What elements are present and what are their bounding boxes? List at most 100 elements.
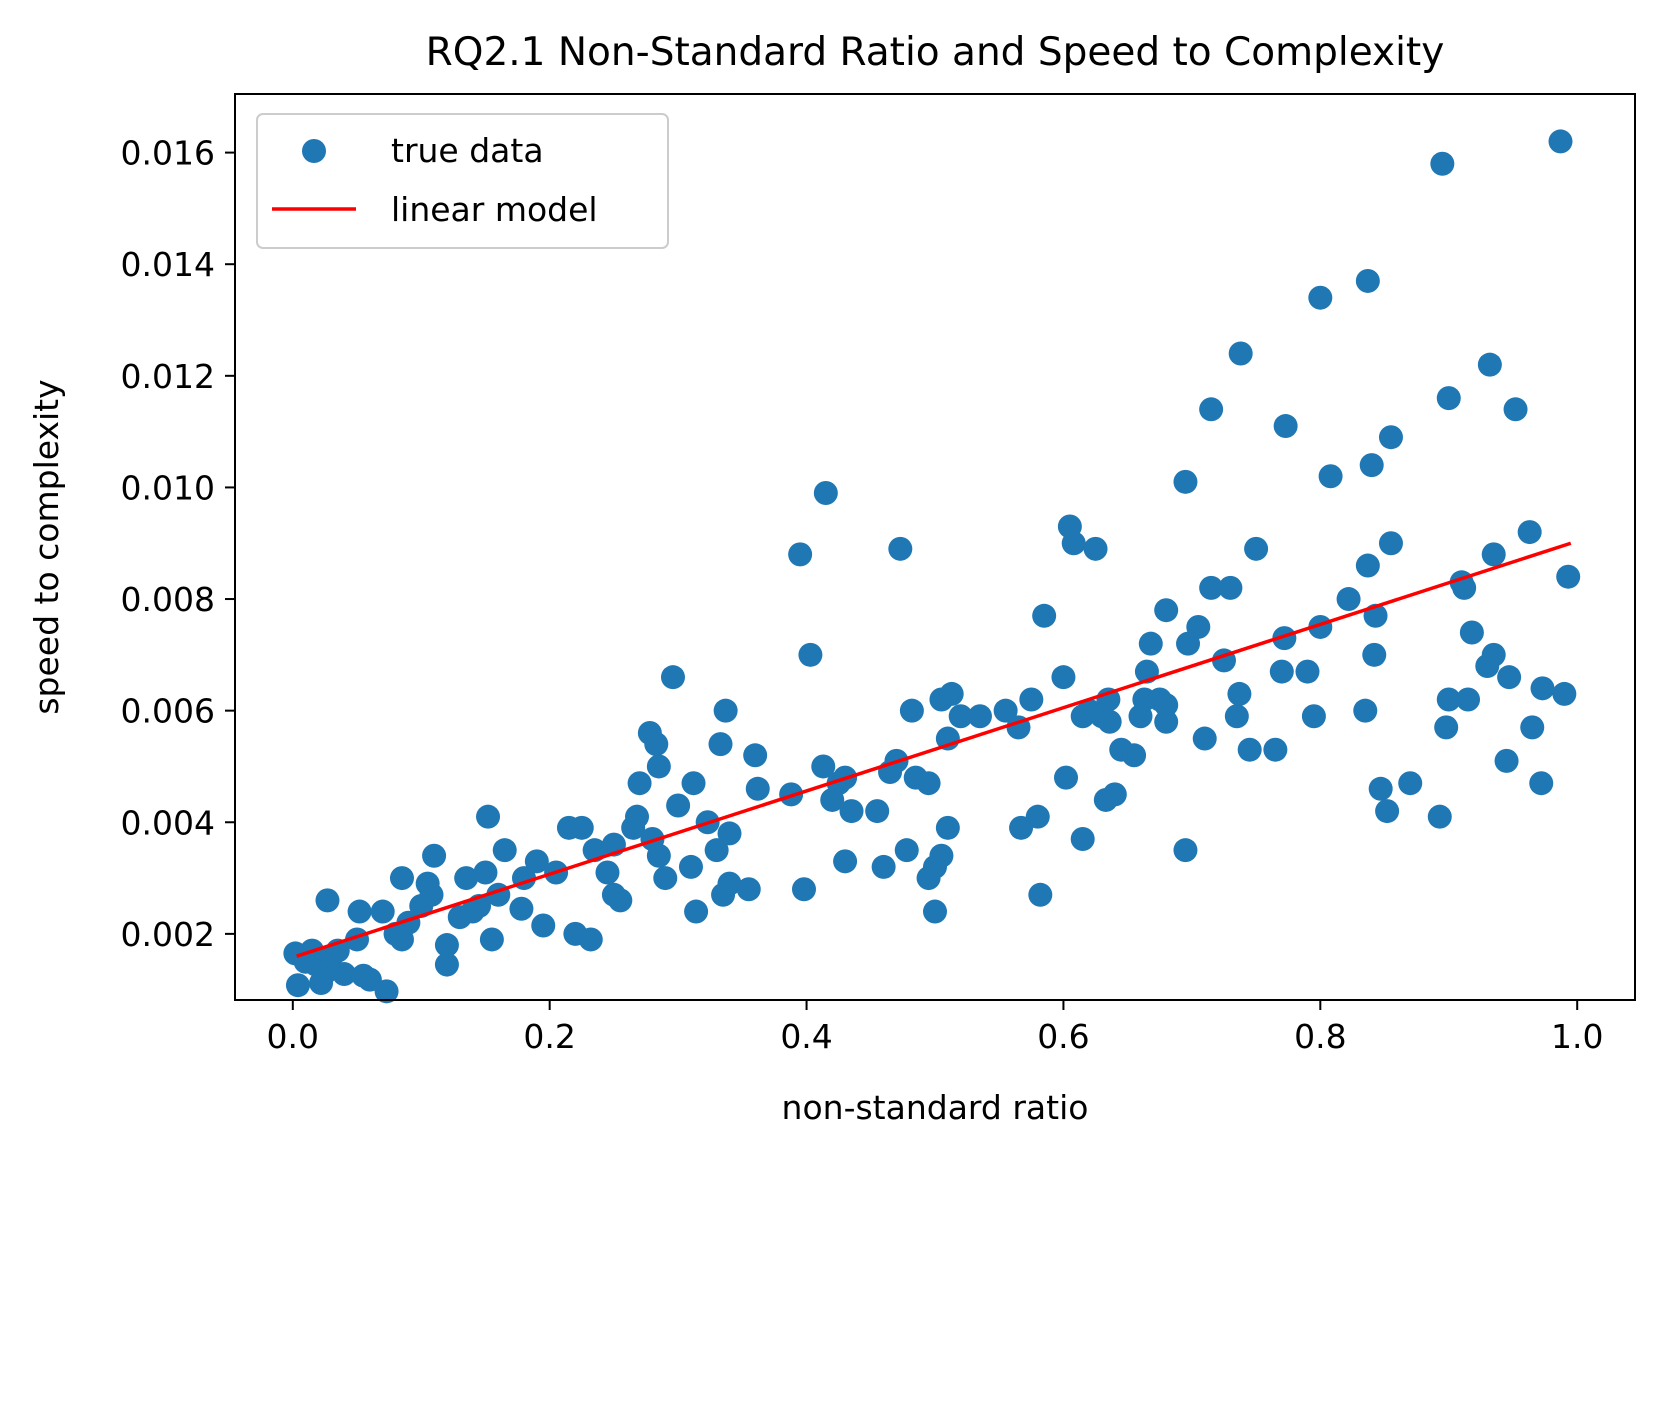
data-point-145 [1228,341,1253,366]
data-point-90 [894,838,919,863]
data-point-71 [736,877,761,902]
legend-label-true-data: true data [391,131,544,170]
data-point-97 [929,843,954,868]
data-point-82 [833,849,858,874]
data-point-51 [625,804,650,829]
data-point-109 [1028,882,1053,907]
data-point-171 [1434,715,1459,740]
data-point-44 [578,927,603,952]
data-point-56 [646,754,671,779]
data-point-112 [1054,765,1079,790]
data-point-65 [704,838,729,863]
data-point-161 [1359,453,1384,478]
data-point-103 [967,704,992,729]
y-tick-label-2: 0.006 [121,692,215,731]
data-point-43 [569,815,594,840]
data-point-162 [1362,642,1387,667]
y-tick-label-7: 0.016 [121,134,215,173]
data-point-46 [595,860,620,885]
data-point-28 [454,866,479,891]
data-point-144 [1227,681,1252,706]
data-point-169 [1427,804,1452,829]
data-point-137 [1186,614,1211,639]
data-point-151 [1273,414,1298,439]
data-point-190 [1552,681,1577,706]
x-tick-label-2: 0.4 [780,1017,832,1056]
data-point-182 [1494,748,1519,773]
data-point-86 [871,854,896,879]
data-point-61 [678,854,703,879]
data-point-176 [1456,687,1481,712]
data-point-142 [1218,575,1243,600]
data-point-52 [627,771,652,796]
data-point-36 [509,896,534,921]
data-point-122 [1097,709,1122,734]
x-tick-label-3: 0.6 [1037,1017,1089,1056]
data-point-100 [935,815,960,840]
x-axis-label: non-standard ratio [782,1088,1089,1127]
data-point-23 [419,882,444,907]
data-point-32 [476,804,501,829]
y-tick-label-6: 0.014 [121,245,215,284]
chart-title: RQ2.1 Non-Standard Ratio and Speed to Co… [426,30,1445,75]
data-point-184 [1503,397,1528,422]
y-tick-label-0: 0.002 [121,915,215,954]
data-point-91 [899,698,924,723]
y-axis-label: speed to complexity [27,379,66,714]
data-point-189 [1548,129,1573,154]
data-point-134 [1173,838,1198,863]
data-point-191 [1556,564,1581,589]
data-point-180 [1481,642,1506,667]
data-point-172 [1436,386,1461,411]
data-point-68 [713,698,738,723]
data-point-135 [1173,469,1198,494]
data-point-166 [1378,425,1403,450]
data-point-149 [1269,659,1294,684]
data-point-66 [708,732,733,757]
data-point-55 [644,732,669,757]
data-point-138 [1192,726,1217,751]
legend: true data linear model [256,113,669,249]
data-point-129 [1138,631,1163,656]
data-point-16 [374,979,399,1004]
data-point-19 [389,866,414,891]
data-point-14 [357,967,382,992]
data-point-146 [1237,737,1262,762]
data-point-59 [660,665,685,690]
data-point-108 [1025,804,1050,829]
data-point-165 [1375,799,1400,824]
data-point-62 [681,771,706,796]
data-point-160 [1355,268,1380,293]
data-point-123 [1102,782,1127,807]
data-point-143 [1224,704,1249,729]
data-point-110 [1032,603,1057,628]
data-point-181 [1481,542,1506,567]
data-point-38 [524,849,549,874]
data-point-84 [839,799,864,824]
data-point-31 [473,860,498,885]
plot-area [283,129,1581,1004]
x-tick-label-5: 1.0 [1551,1017,1603,1056]
data-point-186 [1520,715,1545,740]
data-point-95 [923,899,947,924]
data-point-147 [1244,536,1269,561]
data-point-76 [791,877,816,902]
data-point-7 [315,888,340,913]
x-axis-ticks: 0.0 0.2 0.4 0.6 0.8 1.0 [267,1000,1603,1056]
data-point-125 [1122,743,1147,768]
data-point-93 [916,771,941,796]
data-point-152 [1295,659,1320,684]
data-point-132 [1154,709,1179,734]
data-point-155 [1308,285,1333,310]
data-point-173 [1436,687,1461,712]
linear-model-line [296,541,1572,958]
data-point-75 [788,542,813,567]
data-point-78 [811,754,836,779]
y-tick-label-3: 0.008 [121,580,215,619]
data-point-140 [1199,575,1224,600]
data-point-179 [1477,352,1502,377]
data-point-63 [684,899,709,924]
data-point-167 [1378,531,1403,556]
